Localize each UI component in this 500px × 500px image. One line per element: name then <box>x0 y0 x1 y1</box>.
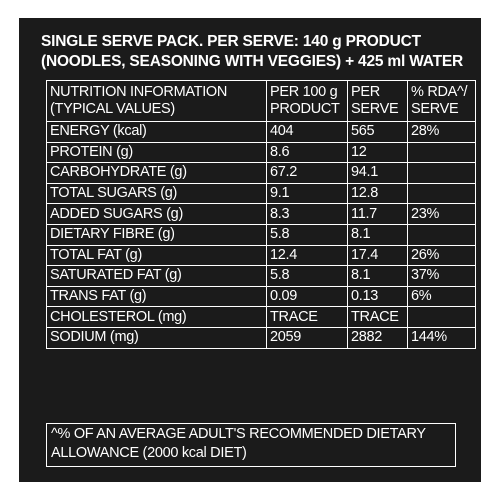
per-serve-value: TRACE <box>347 306 408 328</box>
table-row: SATURATED FAT (g) 5.8 8.1 37% <box>46 265 476 287</box>
per-100g-value: 12.4 <box>266 244 348 267</box>
per-serve-value: 8.1 <box>347 265 408 287</box>
per-serve-value: 565 <box>347 121 408 143</box>
per-100g-value: 8.6 <box>266 141 348 164</box>
per-serve-value: 94.1 <box>347 162 408 184</box>
table-row: SODIUM (mg) 2059 2882 144% <box>46 326 476 349</box>
serving-info-line-1: SINGLE SERVE PACK. PER SERVE: 140 g PROD… <box>41 33 421 50</box>
table-row: TRANS FAT (g) 0.09 0.13 6% <box>46 285 476 308</box>
nutrition-table: NUTRITION INFORMATION (TYPICAL VALUES) P… <box>46 80 476 349</box>
footnote-line-1: ^% OF AN AVERAGE ADULT'S RECOMMENDED DIE… <box>51 426 426 442</box>
rda-value <box>407 141 476 164</box>
header-per-100g-line-2: PRODUCT <box>270 101 340 117</box>
nutrient-name: CHOLESTEROL (mg) <box>46 306 267 328</box>
rda-value: 26% <box>407 244 476 267</box>
table-row: TOTAL SUGARS (g) 9.1 12.8 <box>46 182 476 205</box>
table-row: ADDED SUGARS (g) 8.3 11.7 23% <box>46 203 476 225</box>
per-serve-value: 8.1 <box>347 223 408 246</box>
header-nutrient-line-1: NUTRITION INFORMATION <box>50 84 228 100</box>
per-100g-value: 5.8 <box>266 223 348 246</box>
nutrient-name: SATURATED FAT (g) <box>46 265 267 287</box>
nutrient-name: CARBOHYDRATE (g) <box>46 162 267 184</box>
per-serve-value: 2882 <box>347 326 408 349</box>
table-row: CHOLESTEROL (mg) TRACE TRACE <box>46 306 476 328</box>
nutrient-name: TOTAL SUGARS (g) <box>46 182 267 205</box>
rda-value <box>407 182 476 205</box>
table-row: CARBOHYDRATE (g) 67.2 94.1 <box>46 162 476 184</box>
per-100g-value: TRACE <box>266 306 348 328</box>
header-per-serve-line-1: PER <box>351 84 380 100</box>
per-serve-value: 12 <box>347 141 408 164</box>
table-row: ENERGY (kcal) 404 565 28% <box>46 121 476 143</box>
serving-info-line-2: (NOODLES, SEASONING WITH VEGGIES) + 425 … <box>41 53 464 70</box>
rda-value: 28% <box>407 121 476 143</box>
header-nutrient-line-2: (TYPICAL VALUES) <box>50 101 175 117</box>
nutrient-name: PROTEIN (g) <box>46 141 267 164</box>
nutrient-name: ENERGY (kcal) <box>46 121 267 143</box>
header-per-serve-line-2: SERVE <box>351 101 399 117</box>
header-per-serve: PER SERVE <box>347 80 408 122</box>
footnote-line-2: ALLOWANCE (2000 kcal DIET) <box>51 445 247 461</box>
nutrient-name: TOTAL FAT (g) <box>46 244 267 267</box>
header-rda-line-1: % RDA^/ <box>411 84 468 100</box>
nutrition-label-panel: SINGLE SERVE PACK. PER SERVE: 140 g PROD… <box>19 18 481 482</box>
nutrient-name: DIETARY FIBRE (g) <box>46 223 267 246</box>
rda-value: 23% <box>407 203 476 225</box>
per-100g-value: 0.09 <box>266 285 348 308</box>
per-serve-value: 17.4 <box>347 244 408 267</box>
per-100g-value: 67.2 <box>266 162 348 184</box>
per-serve-value: 11.7 <box>347 203 408 225</box>
rda-value <box>407 223 476 246</box>
nutrient-name: ADDED SUGARS (g) <box>46 203 267 225</box>
rda-footnote: ^% OF AN AVERAGE ADULT'S RECOMMENDED DIE… <box>46 423 456 467</box>
header-per-100g-line-1: PER 100 g <box>270 84 338 100</box>
header-rda: % RDA^/ SERVE <box>407 80 476 122</box>
table-row: PROTEIN (g) 8.6 12 <box>46 141 476 164</box>
per-serve-value: 0.13 <box>347 285 408 308</box>
rda-value: 37% <box>407 265 476 287</box>
table-header-row: NUTRITION INFORMATION (TYPICAL VALUES) P… <box>46 80 476 122</box>
serving-info-header: SINGLE SERVE PACK. PER SERVE: 140 g PROD… <box>41 32 463 72</box>
rda-value: 6% <box>407 285 476 308</box>
per-100g-value: 8.3 <box>266 203 348 225</box>
per-100g-value: 2059 <box>266 326 348 349</box>
table-row: DIETARY FIBRE (g) 5.8 8.1 <box>46 223 476 246</box>
header-nutrient: NUTRITION INFORMATION (TYPICAL VALUES) <box>46 80 267 122</box>
per-100g-value: 404 <box>266 121 348 143</box>
header-rda-line-2: SERVE <box>411 101 459 117</box>
rda-value <box>407 162 476 184</box>
rda-value <box>407 306 476 328</box>
table-row: TOTAL FAT (g) 12.4 17.4 26% <box>46 244 476 267</box>
header-per-100g: PER 100 g PRODUCT <box>266 80 348 122</box>
per-serve-value: 12.8 <box>347 182 408 205</box>
per-100g-value: 5.8 <box>266 265 348 287</box>
nutrient-name: SODIUM (mg) <box>46 326 267 349</box>
nutrient-name: TRANS FAT (g) <box>46 285 267 308</box>
rda-value: 144% <box>407 326 476 349</box>
per-100g-value: 9.1 <box>266 182 348 205</box>
